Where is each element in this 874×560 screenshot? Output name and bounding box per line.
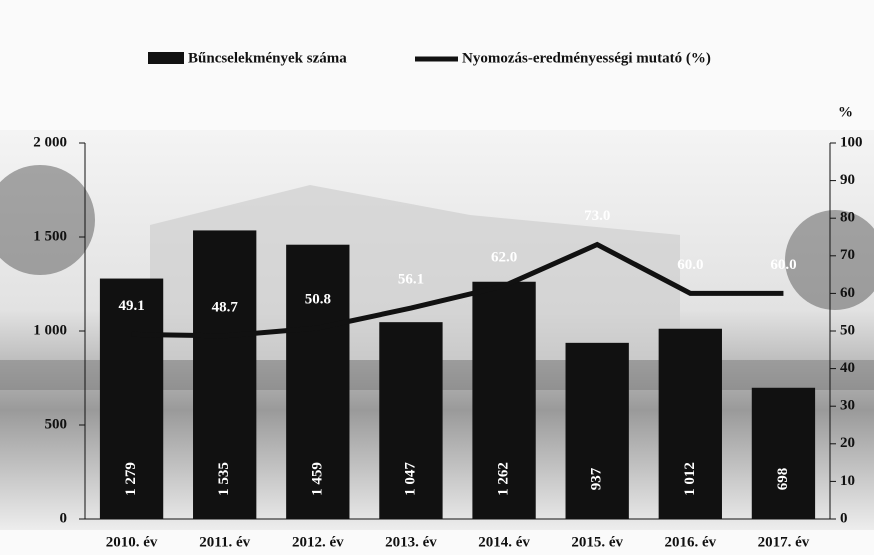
y2-tick-label: 40 bbox=[840, 360, 855, 376]
line-value-label: 50.8 bbox=[305, 291, 331, 307]
bar-value-label: 1 262 bbox=[496, 462, 512, 496]
x-tick-label: 2013. év bbox=[385, 534, 437, 550]
legend-label: Nyomozás-eredményességi mutató (%) bbox=[462, 50, 711, 66]
x-tick-label: 2016. év bbox=[664, 534, 716, 550]
x-tick-label: 2014. év bbox=[478, 534, 530, 550]
y2-tick-label: 10 bbox=[840, 473, 855, 489]
bar bbox=[286, 244, 350, 519]
y2-tick-label: 0 bbox=[840, 510, 848, 526]
y-tick-label: 2 000 bbox=[33, 134, 67, 150]
legend-label: Bűncselekmények száma bbox=[188, 50, 347, 66]
y2-tick-label: 20 bbox=[840, 435, 855, 451]
y2-tick-label: 30 bbox=[840, 398, 855, 414]
bar-value-label: 1 459 bbox=[309, 462, 325, 496]
bar bbox=[565, 342, 629, 519]
x-tick-label: 2012. év bbox=[292, 534, 344, 550]
y-tick-label: 1 000 bbox=[33, 322, 67, 338]
line-value-label: 62.0 bbox=[491, 249, 517, 265]
y2-tick-label: 50 bbox=[840, 322, 855, 338]
bar-value-label: 1 279 bbox=[123, 462, 139, 496]
x-tick-label: 2011. év bbox=[199, 534, 250, 550]
line-value-label: 73.0 bbox=[584, 208, 610, 224]
bar bbox=[472, 281, 536, 519]
bar bbox=[193, 230, 257, 520]
y2-axis-label: % bbox=[838, 104, 853, 120]
bar-value-label: 1 535 bbox=[216, 462, 232, 496]
x-tick-label: 2017. év bbox=[758, 534, 810, 550]
y2-tick-label: 80 bbox=[840, 210, 855, 226]
bar bbox=[658, 328, 722, 519]
line-value-label: 48.7 bbox=[212, 299, 239, 315]
bar-value-label: 1 047 bbox=[402, 462, 418, 496]
y2-tick-label: 70 bbox=[840, 247, 855, 263]
bar bbox=[751, 387, 816, 519]
line-value-label: 49.1 bbox=[118, 298, 144, 314]
bar-value-label: 1 012 bbox=[682, 462, 698, 496]
y-tick-label: 0 bbox=[60, 510, 68, 526]
line-value-label: 56.1 bbox=[398, 272, 424, 288]
legend-swatch-bar bbox=[148, 52, 184, 64]
bar-value-label: 698 bbox=[775, 468, 791, 491]
line bbox=[131, 241, 784, 339]
x-tick-label: 2010. év bbox=[106, 534, 158, 550]
tree-shape bbox=[0, 165, 95, 275]
line-value-label: 60.0 bbox=[770, 257, 796, 273]
y-tick-label: 500 bbox=[45, 416, 68, 432]
y-tick-label: 1 500 bbox=[33, 228, 67, 244]
house-shape bbox=[150, 185, 680, 360]
line-value-label: 60.0 bbox=[677, 257, 703, 273]
y2-tick-label: 90 bbox=[840, 172, 855, 188]
x-tick-label: 2015. év bbox=[571, 534, 623, 550]
y2-tick-label: 100 bbox=[840, 134, 863, 150]
bar-value-label: 937 bbox=[589, 467, 605, 490]
bar bbox=[379, 322, 443, 519]
bar bbox=[99, 278, 164, 519]
y2-tick-label: 60 bbox=[840, 285, 855, 301]
